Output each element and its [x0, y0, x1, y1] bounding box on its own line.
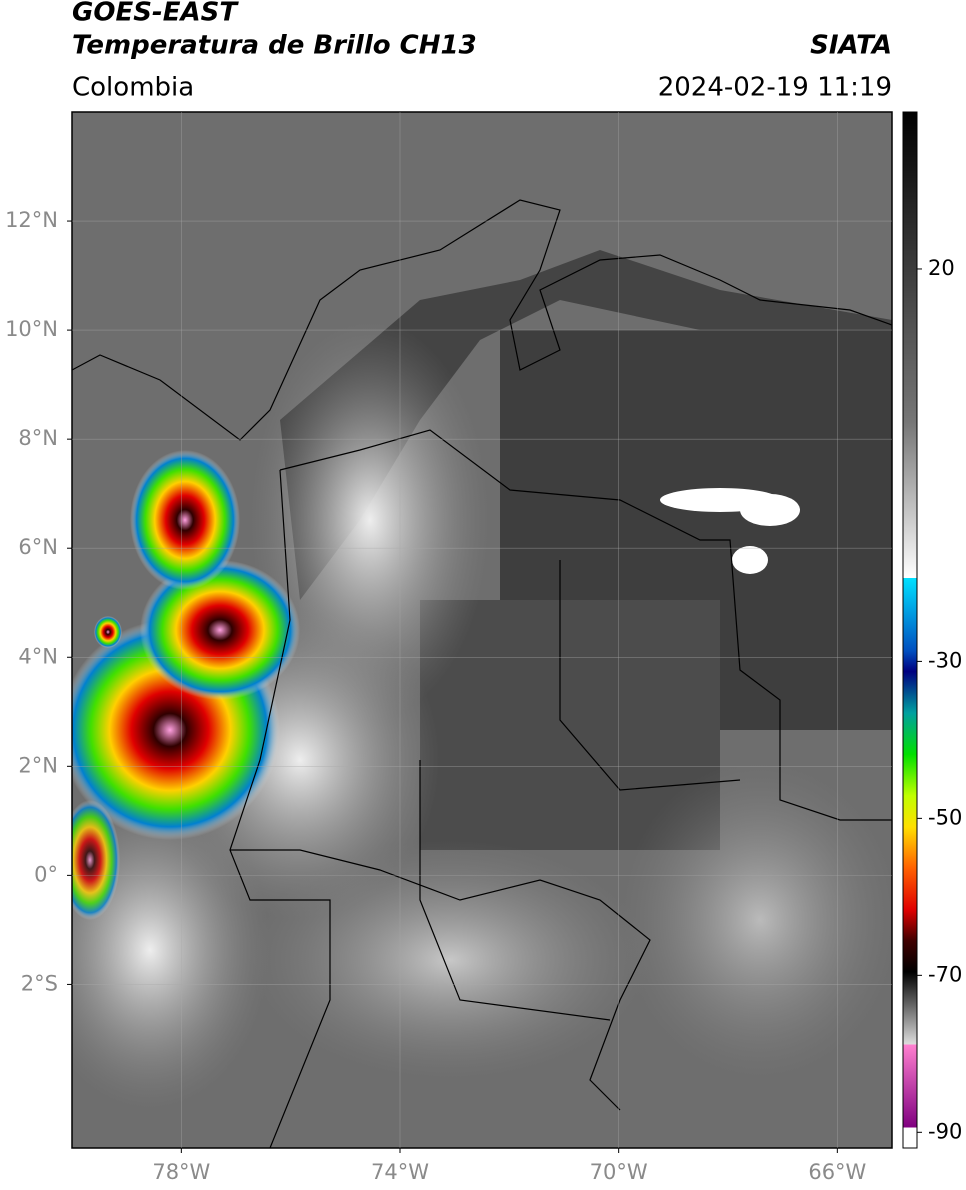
y-tick-label: 0° [34, 862, 58, 886]
colorbar-tick-label: -50 [928, 805, 962, 829]
datetime: 2024-02-19 11:19 [658, 73, 892, 103]
y-tick-label: 2°S [21, 971, 58, 995]
x-tick-label: 74°W [371, 1160, 429, 1184]
map-frame [71, 111, 893, 1149]
colorbar-tick-label: -30 [928, 648, 962, 672]
colorbar-tick-label: -90 [928, 1119, 962, 1143]
region: Colombia [72, 73, 194, 103]
colorbar [902, 111, 918, 1149]
satellite-image [72, 112, 892, 1148]
y-tick-label: 4°N [18, 644, 58, 668]
y-tick-label: 10°N [5, 317, 58, 341]
y-tick-label: 12°N [5, 208, 58, 232]
subtitle: Temperatura de Brillo CH13 [72, 31, 477, 61]
x-tick-label: 66°W [808, 1160, 866, 1184]
colorbar-tick-label: -70 [928, 962, 962, 986]
y-tick-label: 8°N [18, 426, 58, 450]
y-tick-label: 2°N [18, 753, 58, 777]
x-tick-label: 70°W [590, 1160, 648, 1184]
y-tick-label: 6°N [18, 535, 58, 559]
x-tick-label: 78°W [152, 1160, 210, 1184]
source: SIATA [810, 31, 892, 61]
colorbar-tick-label: 20 [928, 256, 955, 280]
title: GOES-EAST [72, 0, 239, 28]
